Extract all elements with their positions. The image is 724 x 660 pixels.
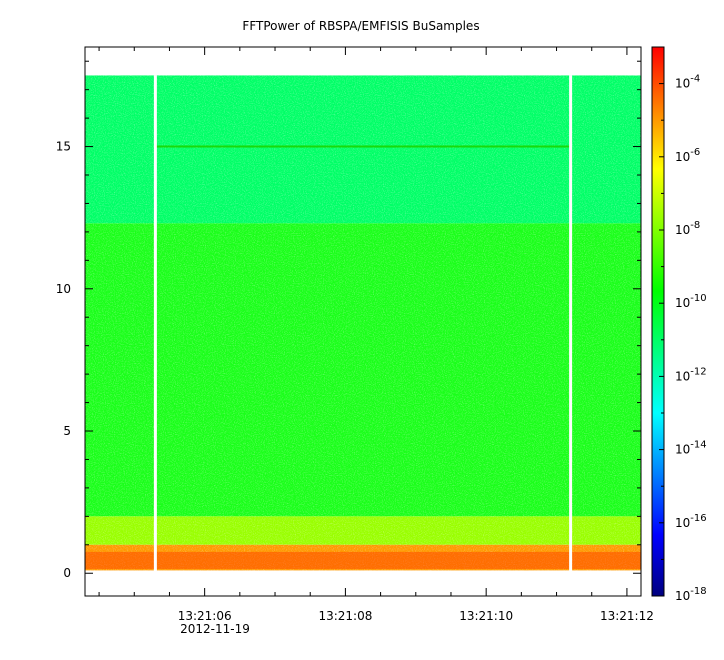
y-tick-label: 15 [56,140,71,154]
y-tick-label: 0 [63,566,71,580]
x-axis: 13:21:06 13:21:08 13:21:10 13:21:12 [98,47,654,623]
data-gap [153,75,157,572]
colorbar-tick-label: 10-10 [675,293,707,310]
x-axis-date-label: 2012-11-19 [180,622,250,636]
y-axis: 0 5 10 15 [56,60,641,580]
colorbar-tick-label: 10-18 [675,586,707,603]
data-gap [569,75,573,572]
colorbar [651,46,665,597]
x-tick-label: 13:21:06 [178,609,232,623]
colorbar-tick-label: 10-14 [675,440,707,457]
colorbar-tick-label: 10-8 [675,220,700,237]
heatmap-band-low [85,551,641,569]
colorbar-tick-label: 10-4 [675,74,700,91]
heatmap-layer [85,75,641,572]
plot-frame [84,46,642,597]
chart-title: FFTPower of RBSPA/EMFISIS BuSamples [242,19,479,33]
y-tick-label: 10 [56,282,71,296]
colorbar-tick-label: 10-12 [675,366,707,383]
colorbar-tick-label: 10-16 [675,513,707,530]
colorbar-axis: 10-18 10-16 10-14 10-12 10-10 10-8 10-6 10-4 [659,46,707,603]
x-tick-label: 13:21:08 [318,609,372,623]
y-tick-label: 5 [63,424,71,438]
colorbar-tick-label: 10-6 [675,147,700,164]
x-tick-label: 13:21:10 [459,609,513,623]
heatmap-texture [85,75,641,571]
x-tick-label: 13:21:12 [600,609,654,623]
